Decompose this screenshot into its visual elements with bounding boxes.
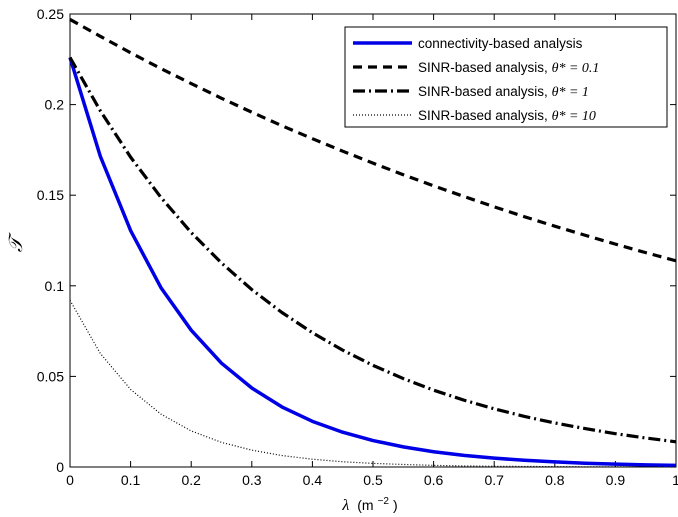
x-tick-label: 0.6 [424, 472, 444, 488]
legend-label-3: SINR-based analysis, θ* = 10 [418, 108, 596, 124]
legend-name-2: SINR-based analysis, [418, 84, 552, 99]
x-tick-label: 0.9 [606, 472, 626, 488]
legend-name-0: connectivity-based analysis [418, 36, 583, 51]
x-axis-symbol: λ [341, 497, 349, 514]
legend-label-2: SINR-based analysis, θ* = 1 [418, 84, 589, 100]
x-axis-exponent: −2 [378, 496, 390, 507]
x-tick-label: 1 [672, 472, 678, 488]
legend-math-3: θ* = 10 [552, 109, 596, 124]
legend-label-1: SINR-based analysis, θ* = 0.1 [418, 60, 599, 76]
x-tick-label: 0.4 [303, 472, 323, 488]
x-axis-close: ) [393, 497, 398, 513]
legend: connectivity-based analysis SINR-based a… [344, 26, 668, 128]
legend-name-3: SINR-based analysis, [418, 108, 552, 123]
x-tick-label: 0.5 [363, 472, 383, 488]
x-axis-unit: (m [357, 497, 373, 513]
y-tick-label: 0.25 [37, 6, 64, 22]
y-tick-label: 0.1 [45, 278, 65, 294]
x-tick-label: 0 [66, 472, 74, 488]
legend-math-2: θ* = 1 [552, 85, 589, 100]
x-tick-label: 0.8 [545, 472, 565, 488]
series-line-2 [68, 56, 677, 444]
legend-math-1: θ* = 0.1 [552, 61, 600, 76]
y-axis-label: 𝒯 [6, 232, 27, 252]
x-tick-label: 0.1 [121, 472, 141, 488]
series-line-0 [68, 56, 677, 468]
series-line-1 [69, 18, 677, 263]
x-axis-label: λ (m −2 ) [341, 491, 397, 514]
axis-ticks: 0 0.1 0.2 0.3 0.4 0.5 0.6 0.7 0.8 0.9 1 0 0.05 0.1 0.1… [37, 6, 678, 488]
y-tick-label: 0.05 [37, 368, 64, 384]
series-lines [68, 18, 677, 468]
y-tick-label: 0.2 [45, 97, 65, 113]
x-tick-label: 0.2 [181, 472, 201, 488]
x-tick-label: 0.7 [484, 472, 504, 488]
legend-name-1: SINR-based analysis, [418, 60, 552, 75]
y-tick-label: 0.15 [37, 187, 64, 203]
x-tick-label: 0.3 [242, 472, 262, 488]
legend-label-0: connectivity-based analysis [418, 36, 583, 51]
y-tick-label: 0 [56, 459, 64, 475]
